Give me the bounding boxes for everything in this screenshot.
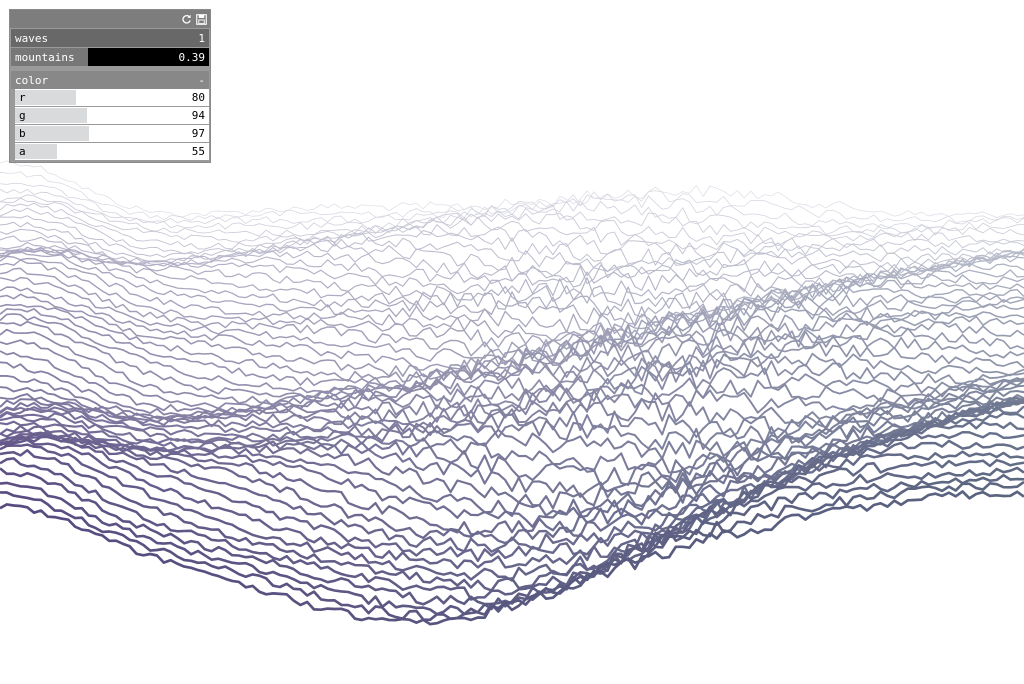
wave-line <box>0 255 1024 342</box>
color-b-value: 97 <box>191 127 205 140</box>
wave-line <box>0 374 1024 420</box>
color-a-label: a <box>19 145 26 158</box>
wave-line <box>0 248 1024 310</box>
wave-line <box>0 339 1024 410</box>
wave-line <box>0 490 1024 626</box>
wave-line <box>0 430 1024 570</box>
wave-line <box>0 396 1024 474</box>
refresh-icon[interactable] <box>180 13 192 25</box>
color-a-value: 55 <box>191 145 205 158</box>
color-b-label: b <box>19 127 26 140</box>
wave-line <box>0 197 1024 247</box>
color-r-label: r <box>19 91 26 104</box>
wave-line <box>0 215 1024 266</box>
color-g-slider[interactable]: g 94 <box>15 107 209 125</box>
wave-line <box>0 171 1024 224</box>
wave-line <box>0 420 1024 563</box>
wave-line <box>0 412 1024 553</box>
mountains-slider-fill <box>11 48 89 66</box>
color-g-fill <box>15 108 87 123</box>
wave-line <box>0 397 1024 499</box>
control-panel: waves 1 mountains 0.39 color - r 80 g 94… <box>9 9 211 163</box>
color-a-fill <box>15 144 57 159</box>
color-r-slider[interactable]: r 80 <box>15 89 209 107</box>
wave-line <box>0 361 1024 417</box>
color-r-value: 80 <box>191 91 205 104</box>
color-g-value: 94 <box>191 109 205 122</box>
wave-line <box>0 380 1024 429</box>
color-b-fill <box>15 126 89 141</box>
waves-value: 1 <box>198 31 205 45</box>
wave-line <box>0 350 1024 414</box>
wave-line <box>0 389 1024 451</box>
wave-line <box>0 286 1024 371</box>
wave-line <box>0 449 1024 592</box>
mountains-value: 0.39 <box>178 50 206 64</box>
wave-line <box>0 251 1024 336</box>
color-group-body: r 80 g 94 b 97 a 55 <box>11 89 209 161</box>
color-a-slider[interactable]: a 55 <box>15 143 209 161</box>
wave-line <box>0 480 1024 622</box>
waves-slider[interactable]: waves 1 <box>11 29 209 47</box>
wave-line <box>0 457 1024 601</box>
wave-line <box>0 397 1024 487</box>
color-r-fill <box>15 90 76 105</box>
wave-line <box>0 439 1024 582</box>
color-group-header[interactable]: color - <box>11 71 209 89</box>
wave-line <box>0 394 1024 460</box>
wave-line <box>0 328 1024 406</box>
mountains-slider[interactable]: mountains 0.39 <box>11 48 209 66</box>
wave-line <box>0 194 1024 238</box>
wave-line <box>0 259 1024 348</box>
mountains-label: mountains <box>15 50 75 64</box>
color-g-label: g <box>19 109 26 122</box>
panel-header <box>10 10 210 28</box>
wave-line <box>0 320 1024 400</box>
wave-line <box>0 466 1024 606</box>
waves-label: waves <box>15 31 49 45</box>
save-icon[interactable] <box>195 13 207 25</box>
wave-line <box>0 182 1024 230</box>
color-group-toggle[interactable]: - <box>198 73 205 87</box>
wave-line <box>0 202 1024 252</box>
wave-line <box>0 207 1024 259</box>
wave-line <box>0 160 1024 218</box>
wave-line <box>0 267 1024 359</box>
color-b-slider[interactable]: b 97 <box>15 125 209 143</box>
color-group-label: color <box>15 73 49 87</box>
wave-line <box>0 221 1024 272</box>
wave-line <box>0 308 1024 388</box>
group-spacer <box>10 66 210 70</box>
